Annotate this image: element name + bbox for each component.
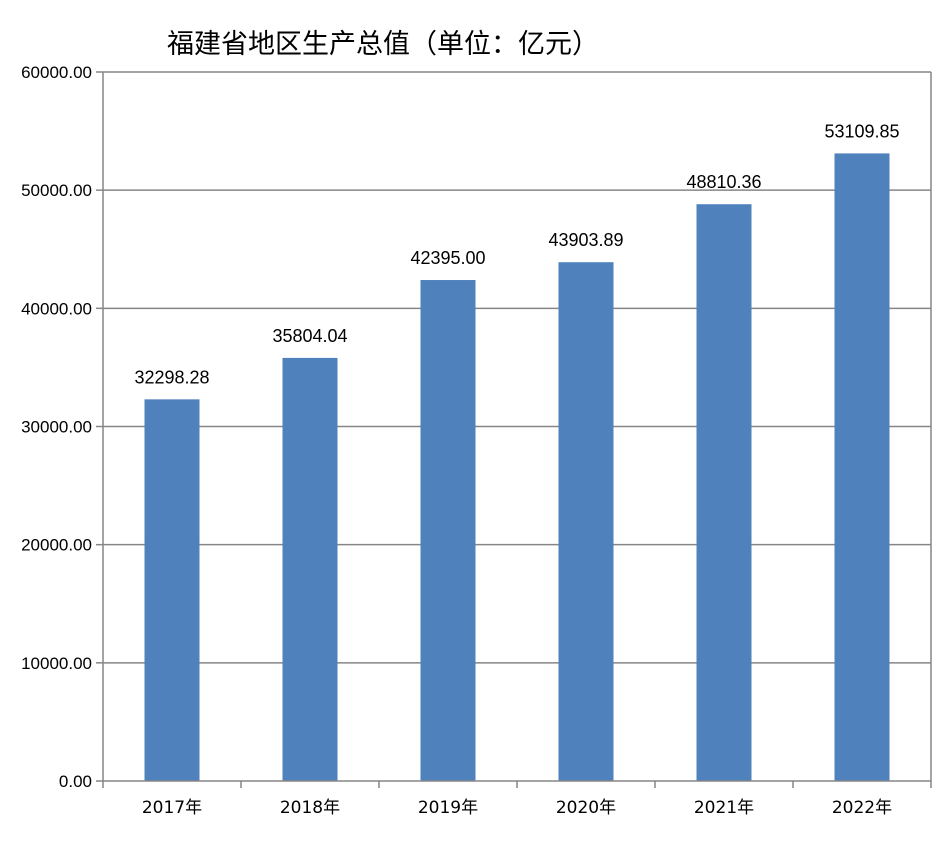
x-tick-label: 2017年	[142, 798, 202, 818]
gridlines	[103, 71, 932, 781]
axes	[96, 71, 932, 788]
data-label: 42395.00	[410, 248, 485, 268]
y-tick-label: 60000.00	[21, 63, 92, 82]
x-tick-label: 2021年	[694, 798, 754, 818]
y-tick-label: 0.00	[59, 772, 92, 791]
y-tick-label: 10000.00	[21, 654, 92, 673]
x-tick-label: 2020年	[556, 798, 616, 818]
y-tick-label: 50000.00	[21, 181, 92, 200]
x-tick-label: 2018年	[280, 798, 340, 818]
bar	[282, 357, 338, 781]
y-tick-label: 40000.00	[21, 299, 92, 318]
x-tick-label: 2019年	[418, 798, 478, 818]
labels: 0.00 10000.00 20000.00 30000.00 40000.00 5000…	[21, 63, 899, 818]
bar	[696, 204, 752, 781]
bars	[144, 153, 890, 782]
bar	[834, 153, 890, 782]
y-tick-label: 30000.00	[21, 418, 92, 437]
data-label: 32298.28	[134, 367, 209, 387]
data-label: 48810.36	[686, 172, 761, 192]
data-label: 53109.85	[824, 121, 899, 141]
data-label: 43903.89	[548, 230, 623, 250]
chart-title: 福建省地区生产总值（单位：亿元）	[167, 29, 599, 60]
data-label: 35804.04	[272, 326, 347, 346]
x-tick-label: 2022年	[832, 798, 892, 818]
bar	[558, 262, 614, 781]
y-tick-label: 20000.00	[21, 536, 92, 555]
bar	[420, 280, 476, 781]
bar	[144, 399, 200, 781]
